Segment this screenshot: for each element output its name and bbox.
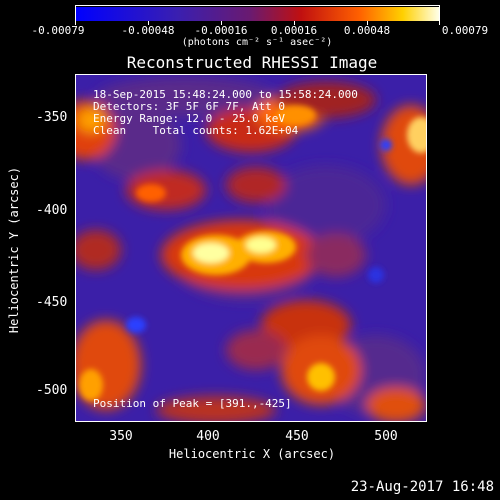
- y-tick-label: -500: [36, 383, 68, 398]
- colorbar-tick: [294, 21, 295, 25]
- colorbar-label: -0.00016: [194, 24, 248, 37]
- image-map: [76, 75, 426, 421]
- image-highlights: [79, 105, 426, 401]
- rhessi-image: [75, 74, 427, 422]
- x-tick-label: 450: [285, 429, 309, 444]
- colorbar-label: -0.00048: [121, 24, 175, 37]
- colorbar-label: 0.00048: [343, 24, 391, 37]
- y-tick-label: -350: [36, 110, 68, 125]
- colorbar-gradient: [76, 7, 439, 21]
- x-tick-label: 500: [374, 429, 398, 444]
- colorbar-tick: [148, 21, 149, 25]
- colorbar-tick: [75, 21, 76, 25]
- footer-timestamp: 23-Aug-2017 16:48: [350, 479, 494, 495]
- info-detectors: Detectors: 3F 5F 6F 7F, Att 0: [93, 100, 286, 113]
- info-energy-range: Energy Range: 12.0 - 25.0 keV: [93, 112, 286, 125]
- colorbar-tick: [439, 21, 440, 25]
- info-clean-counts: Clean Total counts: 1.62E+04: [93, 124, 299, 137]
- info-time-range: 18-Sep-2015 15:48:24.000 to 15:58:24.000: [93, 88, 358, 101]
- colorbar-tick: [221, 21, 222, 25]
- colorbar-units: (photons cm⁻² s⁻¹ asec⁻²): [181, 37, 333, 48]
- colorbar-tick: [367, 21, 368, 25]
- x-tick-label: 350: [109, 429, 133, 444]
- y-tick-label: -450: [36, 295, 68, 310]
- colorbar: [75, 5, 440, 21]
- x-axis-label: Heliocentric X (arcsec): [168, 447, 336, 461]
- y-tick-label: -400: [36, 203, 68, 218]
- y-axis-label: Heliocentric Y (arcsec): [7, 166, 21, 334]
- info-peak-position: Position of Peak = [391.,-425]: [93, 397, 292, 410]
- colorbar-label: 0.00016: [270, 24, 318, 37]
- colorbar-label: 0.00079: [441, 24, 489, 37]
- colorbar-label: -0.00079: [31, 24, 85, 37]
- x-tick-label: 400: [196, 429, 220, 444]
- plot-title: Reconstructed RHESSI Image: [126, 53, 378, 72]
